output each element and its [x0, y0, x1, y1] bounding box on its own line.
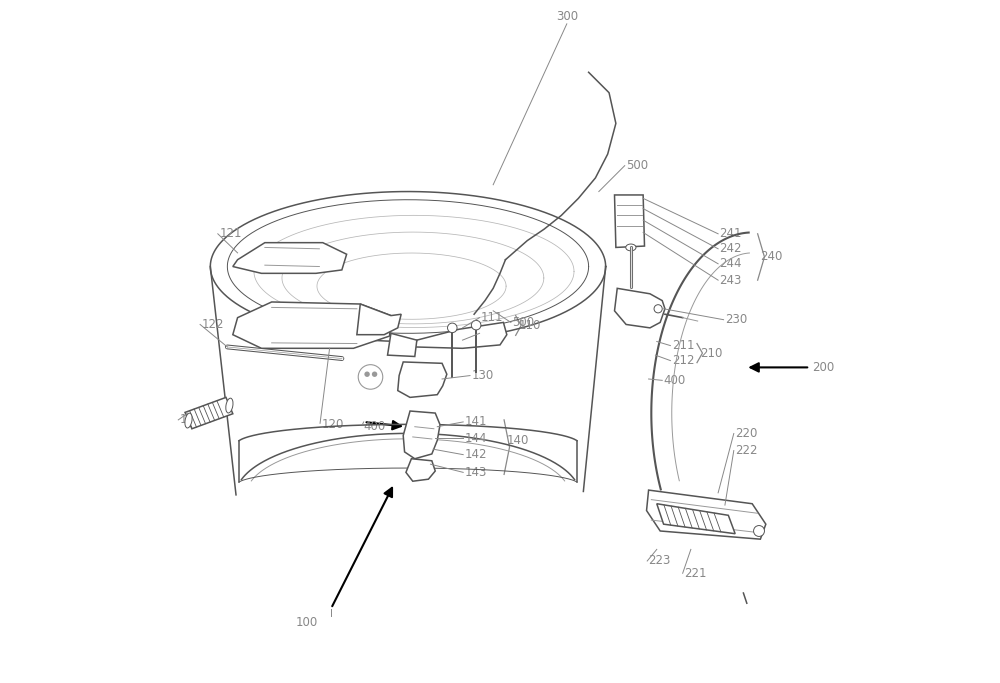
Circle shape	[471, 320, 481, 330]
Circle shape	[372, 372, 377, 377]
Text: 210: 210	[700, 346, 722, 359]
Polygon shape	[657, 504, 735, 533]
Text: 211: 211	[672, 339, 694, 352]
Polygon shape	[406, 459, 435, 482]
Text: 400: 400	[664, 374, 686, 387]
Circle shape	[654, 305, 662, 313]
Text: 500: 500	[626, 159, 648, 172]
Polygon shape	[403, 411, 440, 459]
Text: 120: 120	[321, 418, 344, 431]
Text: 241: 241	[719, 227, 742, 240]
Polygon shape	[615, 288, 665, 328]
Polygon shape	[388, 333, 417, 357]
Text: 222: 222	[735, 444, 758, 457]
Circle shape	[448, 323, 457, 333]
Text: 121: 121	[219, 227, 242, 240]
Polygon shape	[647, 490, 766, 539]
Text: 230: 230	[725, 313, 747, 326]
Polygon shape	[415, 322, 507, 348]
Text: 300: 300	[556, 10, 578, 23]
Polygon shape	[233, 302, 391, 348]
Text: 130: 130	[471, 369, 494, 382]
Text: 223: 223	[649, 555, 671, 568]
Circle shape	[358, 365, 383, 389]
Text: 142: 142	[465, 448, 487, 461]
Text: 244: 244	[719, 257, 742, 270]
Text: 122: 122	[201, 318, 224, 331]
Text: 111: 111	[481, 311, 503, 324]
Polygon shape	[233, 242, 347, 273]
Text: 220: 220	[735, 427, 758, 440]
Text: 141: 141	[465, 415, 487, 428]
Circle shape	[364, 372, 370, 377]
Text: 240: 240	[760, 251, 783, 264]
Polygon shape	[615, 195, 645, 247]
Ellipse shape	[185, 413, 192, 428]
Polygon shape	[185, 398, 233, 429]
Text: 143: 143	[465, 466, 487, 479]
Text: 212: 212	[672, 354, 694, 367]
Text: 100: 100	[296, 616, 318, 629]
Polygon shape	[357, 304, 401, 335]
Ellipse shape	[226, 398, 233, 413]
Text: 140: 140	[507, 434, 529, 447]
Text: 243: 243	[719, 274, 742, 287]
Text: 242: 242	[719, 242, 742, 255]
Text: 200: 200	[812, 361, 834, 374]
Text: 221: 221	[684, 567, 707, 580]
Ellipse shape	[626, 244, 636, 251]
Text: 144: 144	[465, 432, 487, 445]
Text: 110: 110	[518, 319, 541, 332]
Text: 500: 500	[512, 316, 534, 329]
Text: 400: 400	[364, 420, 386, 433]
Circle shape	[754, 525, 764, 536]
Text: 112: 112	[481, 327, 503, 340]
Polygon shape	[398, 362, 447, 398]
Text: 123: 123	[180, 413, 202, 426]
